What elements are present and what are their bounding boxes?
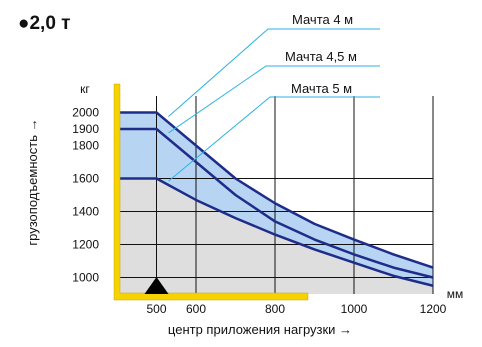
series-line-1 bbox=[117, 111, 434, 269]
legend-leader-1 bbox=[168, 28, 380, 117]
chart-title: ●2,0 т bbox=[18, 13, 70, 34]
series-line-2 bbox=[117, 127, 434, 279]
y-unit-label: кг bbox=[80, 82, 90, 96]
legend-label-2: Мачта 4,5 м bbox=[285, 49, 357, 64]
mast-frame-shape bbox=[113, 83, 309, 301]
x-tick-500: 500 bbox=[146, 302, 166, 316]
x-axis-label: центр приложения нагрузки → bbox=[168, 322, 352, 337]
legend: Мачта 4 м Мачта 4,5 м Мачта 5 м bbox=[285, 12, 357, 96]
legend-leaders bbox=[168, 28, 380, 182]
y-tick-1400: 1400 bbox=[72, 205, 99, 219]
load-center-marker bbox=[144, 277, 169, 294]
y-tick-1600: 1600 bbox=[72, 172, 99, 186]
y-axis-label: грузоподъемность → bbox=[25, 118, 40, 245]
legend-label-3: Мачта 5 м bbox=[291, 81, 352, 96]
series-lines bbox=[117, 111, 434, 287]
y-tick-1200: 1200 bbox=[72, 238, 99, 252]
legend-label-1: Мачта 4 м bbox=[292, 12, 353, 27]
x-tick-800: 800 bbox=[265, 302, 285, 316]
y-tick-1800: 1800 bbox=[72, 139, 99, 153]
legend-leader-3 bbox=[168, 96, 380, 182]
x-unit-label: мм bbox=[447, 287, 464, 301]
x-tick-1000: 1000 bbox=[341, 302, 368, 316]
mast-frame bbox=[113, 83, 309, 301]
x-tick-600: 600 bbox=[186, 302, 206, 316]
y-tick-1900: 1900 bbox=[72, 122, 99, 136]
x-tick-1200: 1200 bbox=[420, 302, 447, 316]
series-line-3 bbox=[117, 177, 434, 287]
y-tick-2000: 2000 bbox=[72, 106, 99, 120]
legend-leader-2 bbox=[168, 65, 380, 134]
y-tick-labels: 1000 1200 1400 1600 1800 1900 2000 bbox=[72, 106, 99, 285]
load-center-marker-group bbox=[144, 277, 169, 294]
y-tick-1000: 1000 bbox=[72, 271, 99, 285]
x-tick-labels: 500 600 800 1000 1200 bbox=[146, 302, 446, 316]
